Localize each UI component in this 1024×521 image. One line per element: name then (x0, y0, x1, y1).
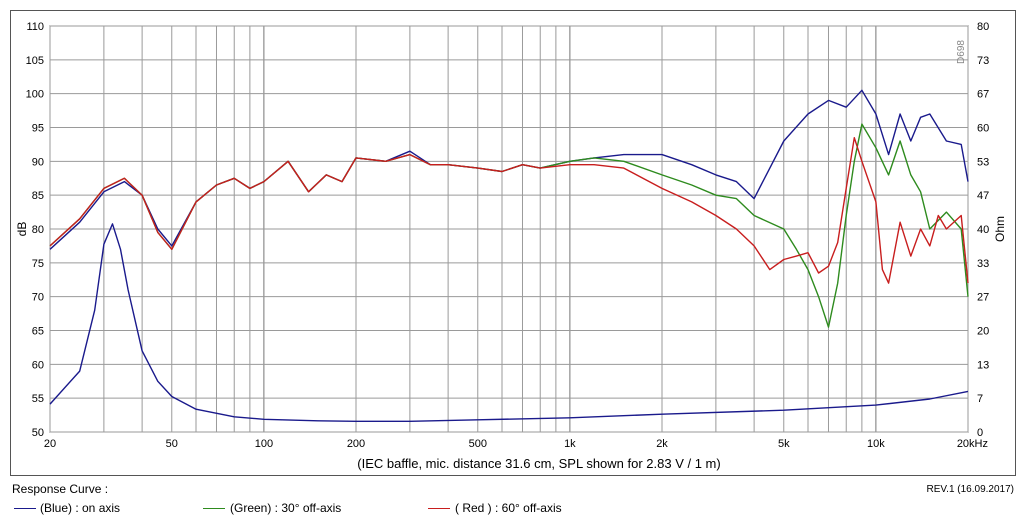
x-tick-label: 5k (778, 438, 790, 450)
y-tick-label-left: 90 (32, 156, 44, 168)
x-tick-label: 200 (347, 438, 365, 450)
y-tick-label-left: 100 (26, 89, 44, 101)
x-tick-label: 50 (166, 438, 178, 450)
series-line-impedance (49, 223, 969, 422)
x-tick-label: 500 (469, 438, 487, 450)
y-tick-label-right: 73 (977, 55, 989, 67)
x-tick-label: 1k (564, 438, 576, 450)
y-tick-label-right: 47 (977, 190, 989, 202)
chart-caption: (IEC baffle, mic. distance 31.6 cm, SPL … (357, 456, 720, 471)
revision-label: REV.1 (16.09.2017) (926, 484, 1014, 495)
y-tick-label-right: 13 (977, 359, 989, 371)
x-tick-label: 20 (44, 438, 56, 450)
y-tick-label-right: 7 (977, 393, 983, 405)
y-tick-label-right: 27 (977, 292, 989, 304)
y-tick-label-left: 110 (26, 21, 44, 33)
y-tick-label-left: 85 (32, 190, 44, 202)
y-tick-label-right: 40 (977, 224, 989, 236)
y-tick-label-left: 50 (32, 427, 44, 439)
legend-label-red: ( Red ) : 60° off-axis (455, 501, 562, 515)
legend-swatch-red (428, 508, 450, 509)
y-tick-label-left: 70 (32, 292, 44, 304)
y-tick-label-right: 33 (977, 258, 989, 270)
legend-swatch-blue (14, 508, 36, 509)
model-watermark: D698 (956, 40, 967, 64)
x-tick-label: 10k (867, 438, 885, 450)
grid (49, 25, 969, 433)
y-tick-label-right: 67 (977, 89, 989, 101)
y-tick-label-left: 105 (26, 55, 44, 67)
x-tick-label: 2k (656, 438, 668, 450)
x-tick-label: 100 (255, 438, 273, 450)
y-axis-label-left: dB (15, 222, 29, 237)
legend-label-blue: (Blue) : on axis (40, 501, 121, 515)
series-layer (49, 89, 969, 422)
y-tick-label-right: 20 (977, 326, 989, 338)
legend-swatch-green (203, 508, 225, 509)
y-tick-label-left: 80 (32, 224, 44, 236)
response-curve-label: Response Curve : (12, 482, 109, 496)
y-tick-label-left: 55 (32, 393, 44, 405)
y-tick-label-right: 60 (977, 123, 989, 135)
y-tick-label-right: 0 (977, 427, 983, 439)
x-tick-label: 20kHz (957, 438, 988, 450)
y-tick-label-right: 53 (977, 156, 989, 168)
y-tick-label-right: 80 (977, 21, 989, 33)
y-tick-label-left: 60 (32, 359, 44, 371)
y-tick-label-left: 95 (32, 123, 44, 135)
tick-labels: 50 55 60 65 70 75 80 85 90 95 100 105 110 0 7 13 20 27 33 4… (26, 21, 990, 450)
y-tick-label-left: 75 (32, 258, 44, 270)
frequency-response-chart: 50 55 60 65 70 75 80 85 90 95 100 105 110 0 7 13 20 27 33 4… (15, 21, 1007, 471)
series-line-red (49, 136, 969, 284)
y-tick-label-left: 65 (32, 326, 44, 338)
legend-label-green: (Green) : 30° off-axis (230, 501, 342, 515)
y-axis-label-right: Ohm (993, 216, 1007, 242)
